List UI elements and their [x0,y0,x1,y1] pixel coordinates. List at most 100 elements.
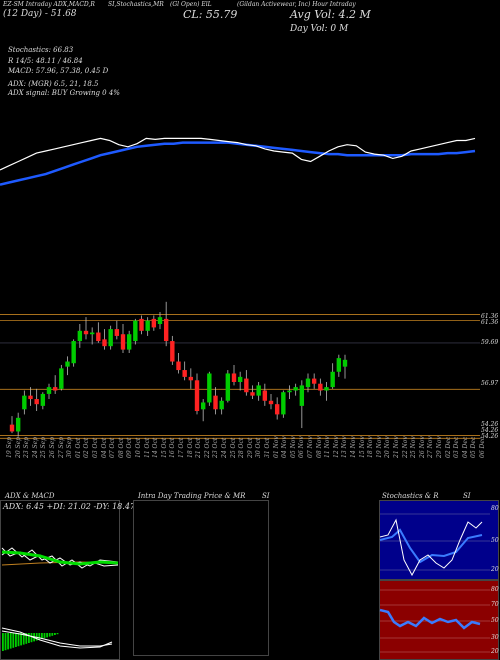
stoch-tick-20: 20 [491,566,499,573]
candle-body-34 [219,400,224,410]
candle-body-42 [268,400,274,405]
rsi-tick-50: 50 [491,617,499,624]
intraday-panel [133,500,269,656]
candle-body-7 [52,387,58,391]
moving-average-line [0,141,476,186]
stoch-panel-title-si: SI [463,492,471,500]
rsi-tick-70: 70 [491,601,499,608]
candle-body-18 [120,334,126,350]
candle-body-36 [231,373,237,382]
macd-bar-5 [15,633,17,647]
candle-body-47 [299,385,305,406]
macd-bar-18 [48,633,51,637]
candle-body-32 [207,373,212,403]
candle-body-24 [157,317,163,324]
candle-body-13 [89,332,95,335]
macd-bar-3 [9,633,12,649]
candle-body-20 [133,320,138,342]
macd-bar-20 [54,633,56,635]
adx-panel-values: ADX: 6.45 +DI: 21.02 -DY: 18.47 [3,502,135,511]
adx-panel [0,500,120,660]
macd-bar-15 [41,633,43,639]
macd-bar-9 [25,633,28,644]
price-label-5: 54.26 [481,427,499,434]
candle-body-41 [262,390,268,401]
macd-bar-13 [35,633,38,641]
main-chart [0,137,480,439]
candle-body-46 [293,387,298,391]
macd-bar-6 [17,633,20,647]
candle-body-12 [83,330,89,335]
price-label-2: 59.69 [481,339,499,346]
rsi-tick-30: 30 [491,634,499,641]
price-label-0: 61.36 [481,313,499,320]
macd-line-0 [1,627,113,649]
adx-line-3 [1,550,119,566]
candle-body-49 [311,378,317,384]
macd-bar-17 [46,633,48,638]
candle-body-40 [256,385,261,396]
candle-body-19 [126,334,132,350]
candle-body-54 [342,359,348,367]
macd-bar-19 [51,633,54,636]
stoch-d-line [379,528,483,564]
candle-body-15 [102,339,107,347]
candle-body-53 [336,358,342,372]
stochastics-value: Stochastics: 66.83 [8,46,74,54]
macd-bar-7 [20,633,22,646]
candle-body-25 [163,318,169,342]
candle-body-30 [194,380,200,411]
macd-bar-1 [4,633,7,651]
candle-body-33 [213,395,218,410]
macd-bar-10 [28,633,30,643]
candle-body-14 [96,332,101,342]
header-line1-left: EZ-SM Intraday ADX,MACD,R [3,1,95,8]
price-label-3: 56.97 [481,380,499,387]
intra-panel-title: Intra Day Trading Price & MR [138,492,246,500]
header-company: (Gildan Activewear, Inc) Hour Intraday [237,1,356,8]
rsi-tick-20: 20 [491,648,499,655]
macd-bar-8 [22,633,25,645]
stochastics-panel [379,500,499,580]
header-close: CL: 55.79 [183,8,238,21]
adx-value: ADX: (MGR) 6.5, 21, 18.5 [8,80,99,88]
price-label-4: 54.26 [481,421,499,428]
candle-body-8 [59,368,64,389]
macd-bar-11 [30,633,33,643]
candle-body-16 [108,329,113,347]
macd-value: MACD: 57.96, 57.38, 0.45 D [8,67,109,75]
candle-body-31 [200,402,206,410]
candle-body-52 [330,371,335,388]
candle-body-44 [281,392,286,415]
candle-body-6 [46,387,52,394]
header-day-vol: Day Vol: 0 M [290,24,349,34]
macd-bar-4 [12,633,15,648]
header-line1-mid: SI,Stochastics,MR [108,1,164,8]
adx-signal: ADX signal: BUY Growing 0 4% [8,89,120,97]
candle-body-21 [139,318,144,331]
candle-body-17 [114,329,120,336]
candle-body-43 [274,404,280,415]
intra-panel-title-si: SI [262,492,270,500]
macd-bar-14 [38,633,41,640]
r-value: R 14/5: 48.11 / 46.84 [8,57,83,65]
macd-bar-16 [43,633,46,639]
candle-body-50 [318,383,323,391]
candle-body-38 [244,378,249,393]
macd-bar-0 [2,633,4,651]
stoch-tick-50: 50 [491,537,499,544]
candle-body-28 [182,370,187,377]
candle-body-29 [188,376,194,381]
price-label-1: 61.36 [481,319,499,326]
macd-bar-21 [56,633,59,635]
adx-panel-title: ADX & MACD [5,492,55,500]
price-label-6: 54.26 [481,433,499,440]
candle-body-48 [305,378,311,388]
candle-body-0 [9,424,15,432]
candle-body-3 [28,395,33,400]
candle-body-45 [287,390,292,393]
candle-body-9 [65,361,70,367]
rsi-tick-80: 80 [491,586,499,593]
candle-body-27 [176,361,181,371]
candle-body-39 [250,392,255,396]
